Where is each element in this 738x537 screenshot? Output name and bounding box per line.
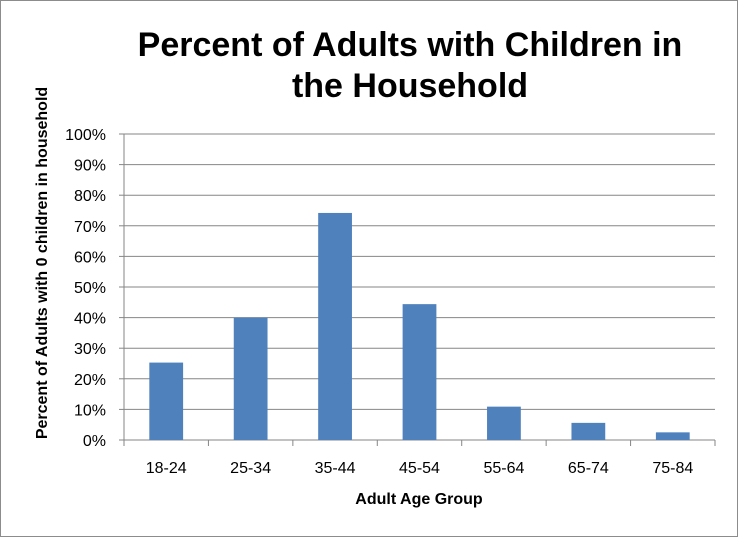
y-tick-label: 80% <box>74 188 106 205</box>
x-tick-labels: 18-24 25-34 35-44 45-54 55-64 65-74 75-84 <box>146 460 694 477</box>
x-tick-label: 55-64 <box>483 460 524 477</box>
x-tick-label: 35-44 <box>315 460 356 477</box>
y-axis-title: Percent of Adults with 0 children in hou… <box>34 87 51 439</box>
bar-35-44 <box>318 212 352 440</box>
y-tick-label: 70% <box>74 219 106 236</box>
chart-title-line-2: the Household <box>292 67 528 105</box>
y-tick-label: 10% <box>74 402 106 419</box>
y-tick-label: 60% <box>74 249 106 266</box>
bar-55-64 <box>487 406 521 440</box>
x-axis-title: Adult Age Group <box>355 491 483 508</box>
x-tick-label: 65-74 <box>568 460 609 477</box>
y-tick-label: 100% <box>65 127 106 144</box>
bars <box>149 212 690 440</box>
bar-18-24 <box>149 362 184 440</box>
y-tick-label: 0% <box>83 433 106 450</box>
y-tick-labels: 0% 10% 20% 30% 40% 50% 60% 70% 80% 90% 100% <box>65 127 106 450</box>
x-tick-label: 45-54 <box>399 460 440 477</box>
x-tick-label: 25-34 <box>230 460 271 477</box>
y-tick-label: 40% <box>74 311 106 328</box>
chart-title-line-1: Percent of Adults with Children in <box>138 26 683 64</box>
x-tick-label: 18-24 <box>146 460 187 477</box>
y-tick-label: 90% <box>74 158 106 175</box>
bar-75-84 <box>655 432 690 440</box>
y-tick-label: 50% <box>74 280 106 297</box>
y-tick-label: 20% <box>74 372 106 389</box>
x-tick-label: 75-84 <box>652 460 693 477</box>
bar-45-54 <box>402 304 437 440</box>
bar-65-74 <box>571 422 606 440</box>
bar-25-34 <box>233 317 268 440</box>
y-tick-label: 30% <box>74 341 106 358</box>
